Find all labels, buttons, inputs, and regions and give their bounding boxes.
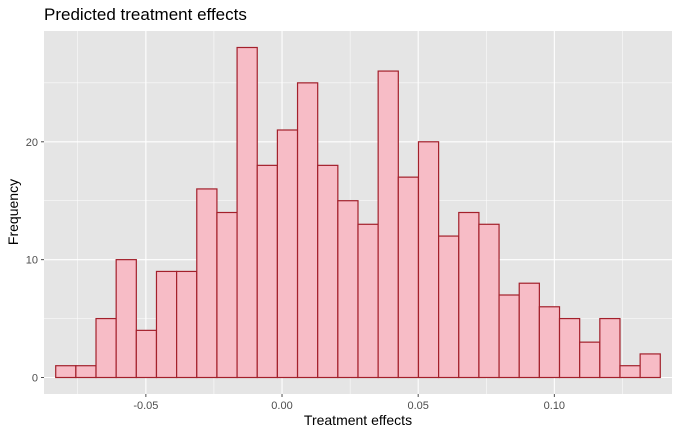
y-tick-label: 0 — [32, 373, 38, 385]
histogram-bar — [579, 341, 601, 379]
histogram-bar — [397, 176, 420, 379]
chart-title: Predicted treatment effects — [44, 5, 247, 24]
histogram-bar — [478, 223, 500, 379]
histogram-bar — [518, 282, 540, 379]
histogram-bar — [377, 70, 399, 379]
histogram-bar — [619, 365, 641, 379]
histogram-bar — [115, 259, 137, 379]
x-tick-label: 0.00 — [271, 400, 292, 412]
histogram-bar — [236, 46, 258, 379]
histogram-bar — [55, 365, 77, 379]
histogram-bar — [458, 211, 480, 379]
histogram-bar — [256, 164, 278, 379]
x-axis-title: Treatment effects — [304, 412, 412, 428]
histogram-bars — [55, 46, 661, 379]
histogram-bar — [276, 129, 299, 379]
x-axis: -0.05 0.00 0.05 0.10 — [133, 394, 565, 412]
y-axis: 0 10 20 — [26, 137, 44, 385]
x-tick-label: 0.05 — [407, 400, 428, 412]
histogram-bar — [438, 235, 460, 379]
x-tick-label: 0.10 — [544, 400, 565, 412]
y-tick-label: 20 — [26, 137, 38, 149]
histogram-bar — [296, 82, 319, 379]
histogram-bar — [357, 223, 379, 379]
histogram-bar — [317, 164, 339, 379]
histogram-bar — [337, 200, 359, 379]
y-tick-label: 10 — [26, 255, 38, 267]
histogram-bar — [176, 270, 198, 379]
histogram-bar — [538, 306, 561, 379]
histogram-bar — [95, 317, 117, 379]
histogram-bar — [417, 141, 440, 379]
histogram-bar — [498, 294, 520, 379]
x-tick-label: -0.05 — [133, 400, 158, 412]
histogram-bar — [558, 317, 581, 379]
histogram-bar — [75, 365, 97, 379]
y-axis-title: Frequency — [5, 179, 21, 245]
histogram-bar — [196, 188, 218, 379]
histogram-bar — [639, 353, 661, 379]
histogram-bar — [216, 211, 238, 379]
histogram-bar — [135, 329, 158, 379]
histogram-bar — [155, 270, 178, 379]
histogram-bar — [599, 317, 621, 379]
